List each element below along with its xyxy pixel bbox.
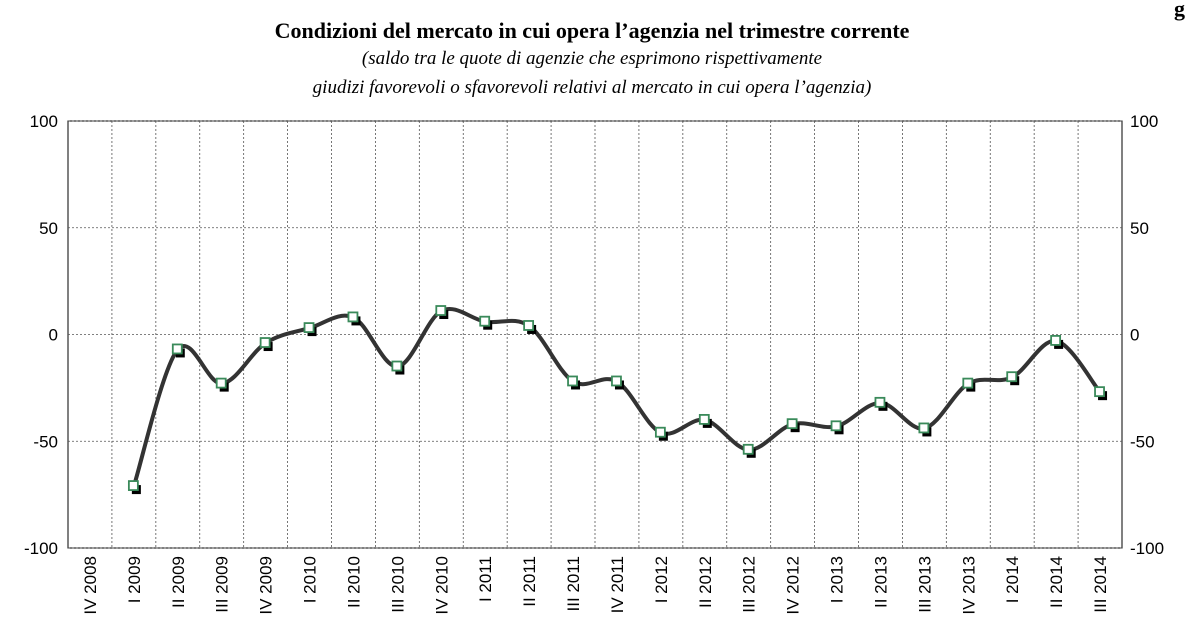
marker [830, 420, 842, 432]
marker [742, 443, 754, 455]
marker [303, 322, 315, 333]
line [131, 307, 1102, 487]
x-tick-label: III 2013 [915, 556, 934, 613]
marker [435, 305, 447, 316]
marker [391, 360, 403, 372]
marker [127, 480, 139, 491]
x-tick-label: I 2013 [828, 556, 847, 603]
marker [215, 377, 227, 389]
y-tick-label: 100 [30, 112, 58, 131]
x-tick-label: III 2009 [213, 556, 232, 613]
marker [171, 343, 183, 355]
x-tick-label: IV 2013 [959, 556, 978, 615]
marker [1006, 371, 1018, 383]
x-tick-label: IV 2009 [257, 556, 276, 615]
x-tick-label: IV 2010 [432, 556, 451, 615]
y2-tick-label: 100 [1130, 112, 1158, 131]
y2-tick-label: -50 [1130, 432, 1155, 451]
x-tick-label: II 2011 [520, 556, 539, 607]
subtitle: (saldo tra le quote di agenzie che espri… [362, 48, 822, 69]
marker [523, 320, 535, 331]
chart-title: Condizioni del mercato in cui opera l’ag… [275, 18, 910, 43]
x-tick-label: II 2014 [1047, 556, 1066, 608]
x-tick-label: IV 2011 [608, 556, 627, 613]
x-tick-label: III 2012 [740, 556, 759, 613]
marker [1050, 335, 1062, 346]
y-tick-label: -50 [33, 432, 58, 451]
marker [654, 426, 666, 438]
x-tick-label: I 2011 [476, 556, 495, 602]
y2-tick-label: -100 [1130, 539, 1164, 558]
marker [259, 337, 271, 348]
x-tick-label: III 2011 [564, 556, 583, 611]
marker [786, 418, 798, 430]
marker [962, 377, 974, 389]
y2-tick-label: 50 [1130, 219, 1149, 238]
marker [1094, 386, 1105, 398]
marker [611, 375, 622, 387]
subtitle: giudizi favorevoli o sfavorevoli relativ… [313, 77, 872, 98]
y-tick-label: 0 [49, 326, 58, 345]
x-tick-label: III 2014 [1091, 556, 1110, 613]
marker [479, 315, 491, 327]
x-tick-label: II 2009 [169, 556, 188, 608]
x-tick-label: I 2009 [125, 556, 144, 603]
y-tick-label: 50 [39, 219, 58, 238]
x-tick-label: III 2010 [388, 556, 407, 613]
marker [918, 422, 930, 434]
x-tick-label: I 2014 [1003, 556, 1022, 603]
y-tick-label: -100 [24, 539, 58, 558]
y2-tick-label: 0 [1130, 326, 1139, 345]
x-tick-label: II 2012 [696, 556, 715, 608]
marker [567, 375, 578, 387]
x-tick-label: I 2012 [652, 556, 671, 603]
x-tick-label: I 2010 [301, 556, 320, 603]
marker [698, 413, 710, 425]
corner-label: g [1174, 0, 1185, 21]
x-tick-label: II 2013 [871, 556, 890, 608]
marker [874, 396, 886, 408]
x-tick-label: IV 2008 [81, 556, 100, 615]
marker [347, 311, 359, 323]
x-tick-label: II 2010 [344, 556, 363, 608]
x-tick-label: IV 2012 [784, 556, 803, 615]
